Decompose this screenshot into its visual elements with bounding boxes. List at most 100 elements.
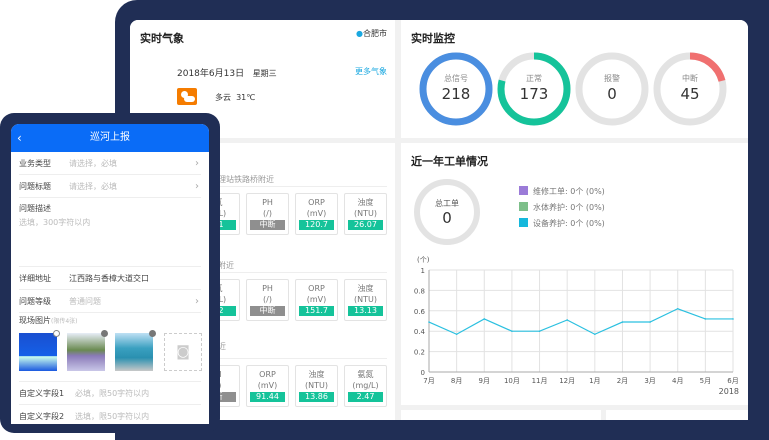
sensor-card[interactable]: PH (/) 中断 <box>246 279 289 321</box>
sensor-value: 120.7 <box>299 220 334 230</box>
divider <box>210 358 387 359</box>
monitor-panel: 实时监控 总信号 218 正常 173 报警 0 中断 45 <box>401 20 748 138</box>
ring-arc <box>497 52 571 126</box>
y-tick-label: 0.2 <box>414 349 425 357</box>
sensor-value: 中断 <box>250 306 285 316</box>
issue-title-field[interactable]: 问题标题 请选择，必填 › <box>19 175 201 198</box>
sensor-value: 2.47 <box>348 392 383 402</box>
y-tick-label: 0.8 <box>414 287 425 295</box>
x-tick-label: 10月 <box>504 377 520 385</box>
y-axis-unit: (个) <box>417 256 430 264</box>
address-field[interactable]: 详细地址 江西路与香樟大道交口 <box>19 267 201 290</box>
photos-field: 现场图片(限传4张) ◙ <box>19 313 202 382</box>
y-tick-label: 0.4 <box>414 328 426 336</box>
ring-label: 中断 <box>682 74 698 83</box>
series-line <box>428 308 733 335</box>
sensor-card[interactable]: 浊度 (NTU) 26.07 <box>344 193 387 235</box>
sensor-value: 151.7 <box>299 306 334 316</box>
data-point <box>566 319 568 321</box>
issue-level-field[interactable]: 问题等级 普通问题 › <box>19 290 201 313</box>
x-tick-label: 4月 <box>672 377 683 385</box>
remove-photo-icon[interactable] <box>101 330 108 337</box>
photo-thumbnail[interactable] <box>19 330 60 371</box>
data-point <box>511 330 513 332</box>
photo-thumbnail[interactable] <box>67 330 108 371</box>
remove-photo-icon[interactable] <box>53 330 60 337</box>
more-weather-link[interactable]: 更多气象 <box>355 67 387 76</box>
legend-swatch <box>519 186 528 195</box>
workorder-line-chart: 0 0.2 0.4 0.6 0.8 1 7月 8月 9月 10月 11月 12月 1月 2月 3月 4月 5月 6… <box>414 256 739 396</box>
chevron-right-icon: › <box>195 158 199 169</box>
data-point <box>732 318 734 320</box>
remove-photo-icon[interactable] <box>149 330 156 337</box>
sensor-value: 26.07 <box>348 220 383 230</box>
sensor-card[interactable]: ORP (mV) 151.7 <box>295 279 338 321</box>
data-point <box>676 307 679 310</box>
location-pin-icon: ● <box>356 29 363 38</box>
y-tick-label: 1 <box>421 267 425 275</box>
weather-title: 实时气象 <box>140 32 184 45</box>
x-tick-label: 2月 <box>617 377 628 385</box>
data-point <box>704 318 707 320</box>
workorder-title: 近一年工单情况 <box>411 155 488 168</box>
x-tick-label: 12月 <box>559 377 575 385</box>
city-selector[interactable]: ●合肥市 <box>356 29 387 38</box>
chevron-right-icon: › <box>195 296 199 307</box>
custom-field-1[interactable]: 自定义字段1 必填，限50字符以内 <box>19 382 201 405</box>
legend-item: 维修工单: 0个 (0%) <box>519 186 605 202</box>
signal-ring[interactable]: 报警 0 <box>574 51 650 127</box>
partly-cloudy-icon <box>177 88 197 105</box>
back-arrow-icon[interactable]: ‹ <box>17 131 22 145</box>
total-value: 0 <box>442 209 452 227</box>
business-type-field[interactable]: 业务类型 请选择，必填 › <box>19 152 201 175</box>
ring-track <box>414 179 480 245</box>
add-photo-camera-icon[interactable]: ◙ <box>164 333 202 371</box>
x-tick-label: 11月 <box>532 377 548 385</box>
ring-value: 0 <box>607 85 617 103</box>
description-field[interactable]: 问题描述 选填，300字符以内 <box>19 198 201 267</box>
data-point <box>621 321 624 323</box>
total-workorder-ring: 总工单 0 <box>413 178 481 246</box>
sensor-value: 91.44 <box>250 392 285 402</box>
x-tick-label: 7月 <box>423 377 434 385</box>
x-tick-label: 9月 <box>479 377 490 385</box>
x-tick-label: 6月 <box>727 377 738 385</box>
data-point <box>538 330 541 332</box>
form-title: 巡河上报 <box>90 132 130 143</box>
sensor-card[interactable]: PH (/) 中断 <box>246 193 289 235</box>
bottom-panel-left <box>401 410 601 420</box>
ring-arc <box>575 52 649 126</box>
signal-ring[interactable]: 正常 173 <box>496 51 572 127</box>
data-point <box>455 333 458 336</box>
data-point <box>483 318 486 320</box>
signal-ring[interactable]: 中断 45 <box>652 51 728 127</box>
x-tick-label: 1月 <box>589 377 600 385</box>
ring-arc <box>653 52 727 126</box>
ring-value: 45 <box>680 85 700 103</box>
workorder-panel: 近一年工单情况 总工单 0 维修工单: 0个 (0%) 水体养护: 0个 (0%)… <box>401 143 748 405</box>
sensor-card[interactable]: 浊度 (NTU) 13.86 <box>295 365 338 407</box>
x-tick-label: 3月 <box>644 377 655 385</box>
station-name: 桥附近 <box>210 261 234 270</box>
monitor-title: 实时监控 <box>411 32 455 45</box>
photo-thumbnail[interactable] <box>115 330 156 371</box>
y-tick-label: 0 <box>421 369 425 377</box>
legend-item: 设备养护: 0个 (0%) <box>519 218 605 234</box>
data-point <box>649 321 651 323</box>
ring-label: 正常 <box>526 74 542 83</box>
sensor-card[interactable]: 浊度 (NTU) 13.13 <box>344 279 387 321</box>
custom-field-2[interactable]: 自定义字段2 选填，限50字符以内 <box>19 405 201 424</box>
ring-value: 218 <box>441 85 471 103</box>
sensor-card[interactable]: 氨氮 (mg/L) 2.47 <box>344 365 387 407</box>
data-point <box>594 333 596 336</box>
weather-date: 2018年6月13日 星期三 <box>177 69 277 79</box>
data-point <box>428 321 430 323</box>
year-label: 2018 <box>719 387 739 396</box>
station-name: 处理站铁路桥附近 <box>210 175 274 184</box>
divider <box>210 186 387 187</box>
signal-ring[interactable]: 总信号 218 <box>418 51 494 127</box>
x-tick-label: 8月 <box>451 377 462 385</box>
sensor-card[interactable]: ORP (mV) 120.7 <box>295 193 338 235</box>
sensor-card[interactable]: ORP (mV) 91.44 <box>246 365 289 407</box>
total-label: 总工单 <box>435 199 459 208</box>
